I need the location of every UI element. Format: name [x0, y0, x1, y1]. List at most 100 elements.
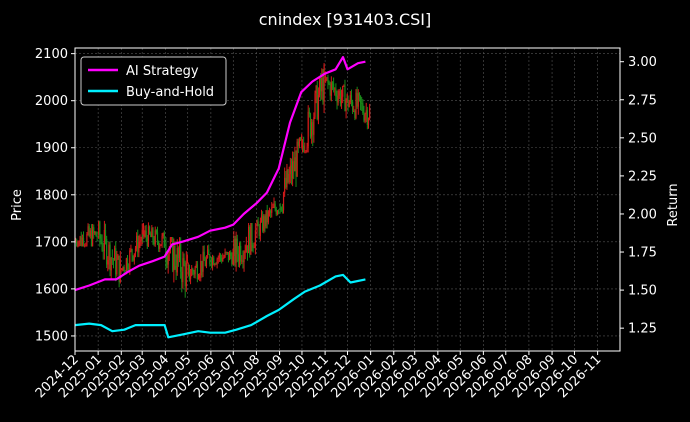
candle-body — [130, 249, 132, 251]
candle-body — [188, 264, 191, 280]
candle-body — [186, 259, 189, 263]
candle-body — [246, 245, 249, 254]
candle-body — [150, 233, 152, 238]
y-tick-label-right: 3.00 — [628, 55, 657, 70]
candle-body — [96, 236, 98, 238]
candle-body — [240, 245, 242, 262]
candle-body — [129, 250, 131, 270]
candle-body — [87, 226, 89, 234]
candle-body — [103, 230, 105, 252]
candle-body — [94, 231, 96, 234]
candle-body — [260, 215, 263, 222]
candle-body — [206, 249, 209, 258]
candle-body — [109, 244, 111, 271]
candle-body — [249, 226, 251, 255]
candle-body — [311, 122, 313, 137]
legend-label-buy-and-hold: Buy-and-Hold — [126, 85, 214, 100]
candle-body — [231, 256, 233, 265]
candle-body — [175, 265, 177, 273]
candle-body — [225, 252, 227, 253]
candle-body — [238, 245, 241, 262]
candle-body — [180, 244, 182, 272]
candle-body — [181, 271, 183, 283]
candle-body — [279, 204, 281, 208]
candle-body — [284, 177, 286, 193]
candle-body — [107, 260, 109, 265]
y-axis-left-label: Price — [10, 189, 25, 221]
candle-body — [79, 236, 81, 243]
candle-body — [306, 146, 308, 153]
candle-body — [345, 100, 347, 112]
candle-body — [139, 241, 141, 242]
candle-body — [174, 245, 176, 266]
candle-body — [112, 259, 115, 261]
candle-body — [163, 233, 165, 248]
candle-body — [193, 271, 195, 275]
candle-body — [333, 83, 335, 90]
candle-body — [146, 237, 148, 247]
candle-body — [173, 245, 175, 271]
candle-body — [276, 211, 279, 215]
candle-body — [148, 226, 151, 234]
candle-body — [244, 251, 246, 253]
candle-body — [140, 240, 142, 242]
candle-body — [297, 141, 299, 146]
series-line-buy-and-hold — [74, 273, 366, 339]
candle-body — [366, 110, 368, 125]
candle-body — [346, 94, 348, 101]
candle-body — [348, 102, 350, 108]
candle-body — [359, 95, 362, 103]
candle-body — [203, 251, 205, 261]
candle-body — [202, 251, 204, 272]
candle-body — [290, 165, 293, 179]
candle-body — [307, 111, 309, 147]
candle-body — [326, 77, 328, 79]
candle-body — [365, 110, 367, 115]
candle-body — [227, 252, 230, 261]
candle-body — [299, 138, 302, 140]
candle-body — [268, 211, 271, 212]
candle-body — [82, 237, 85, 247]
candle-body — [305, 152, 307, 154]
candle-body — [361, 102, 363, 104]
candle-body — [247, 226, 250, 254]
candle-body — [250, 223, 252, 255]
candle-body — [204, 260, 206, 267]
candle-body — [122, 266, 124, 269]
candle-body — [298, 138, 301, 146]
candle-body — [223, 256, 225, 258]
candle-body — [308, 111, 310, 115]
candle-body — [128, 268, 130, 270]
candle-body — [236, 238, 238, 255]
candle-body — [293, 161, 295, 172]
candle-body — [237, 254, 239, 262]
candle-body — [314, 93, 316, 118]
candle-body — [126, 258, 129, 269]
y-tick-label-right: 2.25 — [628, 169, 657, 184]
candle-body — [317, 95, 320, 119]
candle-body — [143, 234, 145, 237]
candle-body — [115, 248, 117, 275]
candle-body — [219, 254, 222, 258]
candle-body — [119, 259, 121, 283]
candle-body — [357, 93, 359, 107]
candle-body — [182, 258, 184, 283]
candle-body — [281, 210, 283, 211]
candle-body — [221, 257, 223, 262]
candle-body — [273, 203, 275, 208]
candle-body — [113, 248, 116, 261]
y-tick-label-left: 1500 — [35, 329, 68, 344]
candle-body — [154, 230, 156, 245]
candle-body — [230, 252, 232, 257]
price-candles — [74, 63, 371, 298]
candle-body — [99, 221, 101, 239]
candle-body — [197, 278, 200, 280]
candle-body — [251, 223, 253, 246]
candle-body — [285, 177, 287, 188]
candle-body — [137, 235, 139, 253]
candle-body — [93, 227, 95, 234]
candle-body — [241, 260, 243, 262]
candle-body — [74, 241, 77, 243]
candle-body — [245, 245, 247, 252]
